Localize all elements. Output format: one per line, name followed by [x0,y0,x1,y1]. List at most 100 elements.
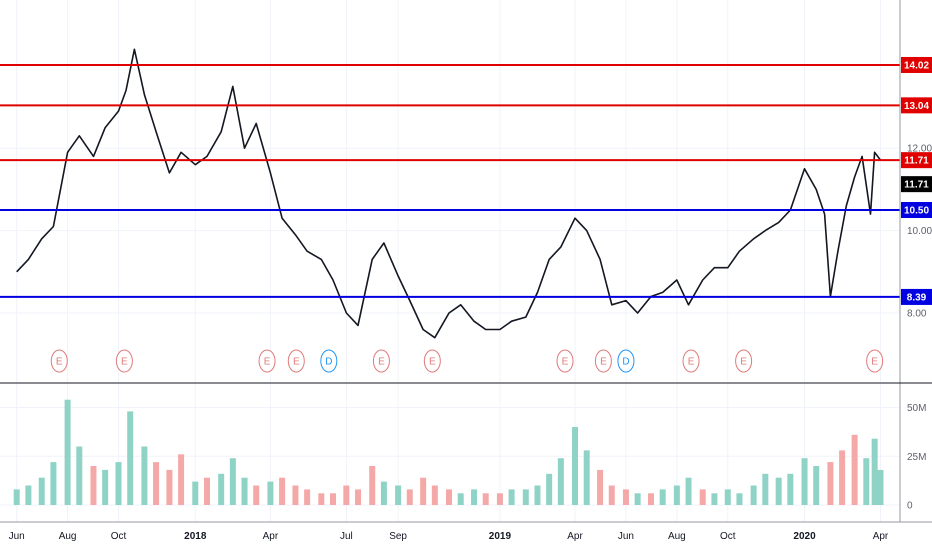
event-marker-circle [682,349,700,373]
event-marker: D [320,349,338,373]
volume-bars [13,399,884,505]
volume-bar [546,473,553,505]
event-marker-label: E [600,357,607,368]
volume-bar [166,469,173,505]
event-marker-circle [423,349,441,373]
price-tag-box [901,288,932,305]
event-marker-circle [320,349,338,373]
event-marker-label: E [56,357,63,368]
volume-bar [203,477,210,505]
volume-bar [813,466,820,505]
event-marker-label: E [871,357,878,368]
volume-bar [471,489,478,505]
volume-bar [192,481,199,505]
volume-bar [597,469,604,505]
volume-bar [38,477,45,505]
volume-bar [355,489,362,505]
price-tag-label: 8.39 [907,292,927,303]
volume-bar [787,473,794,505]
event-marker-circle [287,349,305,373]
event-marker-circle [115,349,133,373]
volume-axis-ticks: 0 25M 50M [907,403,926,512]
price-tick-label: 10.00 [907,226,932,237]
axes [0,0,932,523]
price-tag-box [901,152,932,169]
volume-bar [482,493,489,505]
price-grid [0,0,900,383]
volume-bar [647,493,654,505]
event-marker: E [115,349,133,373]
volume-bar [90,466,97,505]
volume-bar [685,477,692,505]
volume-tick-label: 25M [907,452,926,463]
price-tag: 10.50 [901,202,932,218]
price-tag: 11.71 [901,152,932,169]
volume-bar [343,485,350,505]
time-tick-label: Aug [668,531,686,542]
event-marker: E [287,349,305,373]
time-tick-label: Jun [618,531,634,542]
event-marker: E [594,349,612,373]
event-marker-circle [258,349,276,373]
event-marker: E [556,349,574,373]
volume-bar [457,493,464,505]
volume-bar [622,489,629,505]
volume-bar [673,485,680,505]
price-tag-label: 10.50 [904,206,929,217]
price-line [16,48,882,339]
volume-bar [229,458,236,505]
price-tick-label: 8.00 [907,309,927,320]
volume-bar [292,485,299,505]
volume-bar [218,473,225,505]
volume-bar [253,485,260,505]
volume-bar [801,458,808,505]
volume-bar [380,481,387,505]
event-marker-circle [866,349,884,373]
volume-bar [241,477,248,505]
price-tag: 13.04 [901,97,932,114]
time-tick-label: Apr [873,531,889,542]
volume-bar [141,446,148,505]
event-marker: E [866,349,884,373]
time-tick-label: Apr [567,531,583,542]
price-tag-box [901,176,932,193]
time-tick-label: 2019 [489,531,512,542]
volume-tick-label: 50M [907,403,926,414]
price-tag-label: 14.02 [904,60,929,71]
event-marker-label: E [264,357,271,368]
time-tick-label: Aug [59,531,77,542]
time-tick-label: Sep [389,531,407,542]
volume-tick-label: 0 [907,501,913,512]
volume-bar [508,489,515,505]
volume-bar [839,450,846,505]
time-tick-label: 2020 [793,531,816,542]
price-tag: 14.02 [901,56,932,73]
price-tag: 8.39 [901,288,932,305]
time-tick-label: Jun [9,531,25,542]
price-tag-label: 11.71 [904,180,929,191]
volume-bar [659,489,666,505]
volume-bar [406,489,413,505]
event-marker-label: E [562,357,569,368]
time-tick-label: Oct [111,531,127,542]
price-tag-label: 13.04 [904,101,929,112]
event-marker-circle [50,349,68,373]
volume-bar [534,485,541,505]
volume-bar [267,481,274,505]
price-series [16,48,882,339]
volume-bar [851,434,858,505]
volume-bar [775,477,782,505]
volume-bar [750,485,757,505]
event-marker-circle [594,349,612,373]
time-tick-label: Jul [340,531,353,542]
event-marker: E [258,349,276,373]
volume-bar [127,411,134,505]
volume-bar [64,399,71,505]
price-tag-box [901,202,932,218]
event-marker: E [423,349,441,373]
volume-bar [50,462,57,505]
event-marker: E [735,349,753,373]
